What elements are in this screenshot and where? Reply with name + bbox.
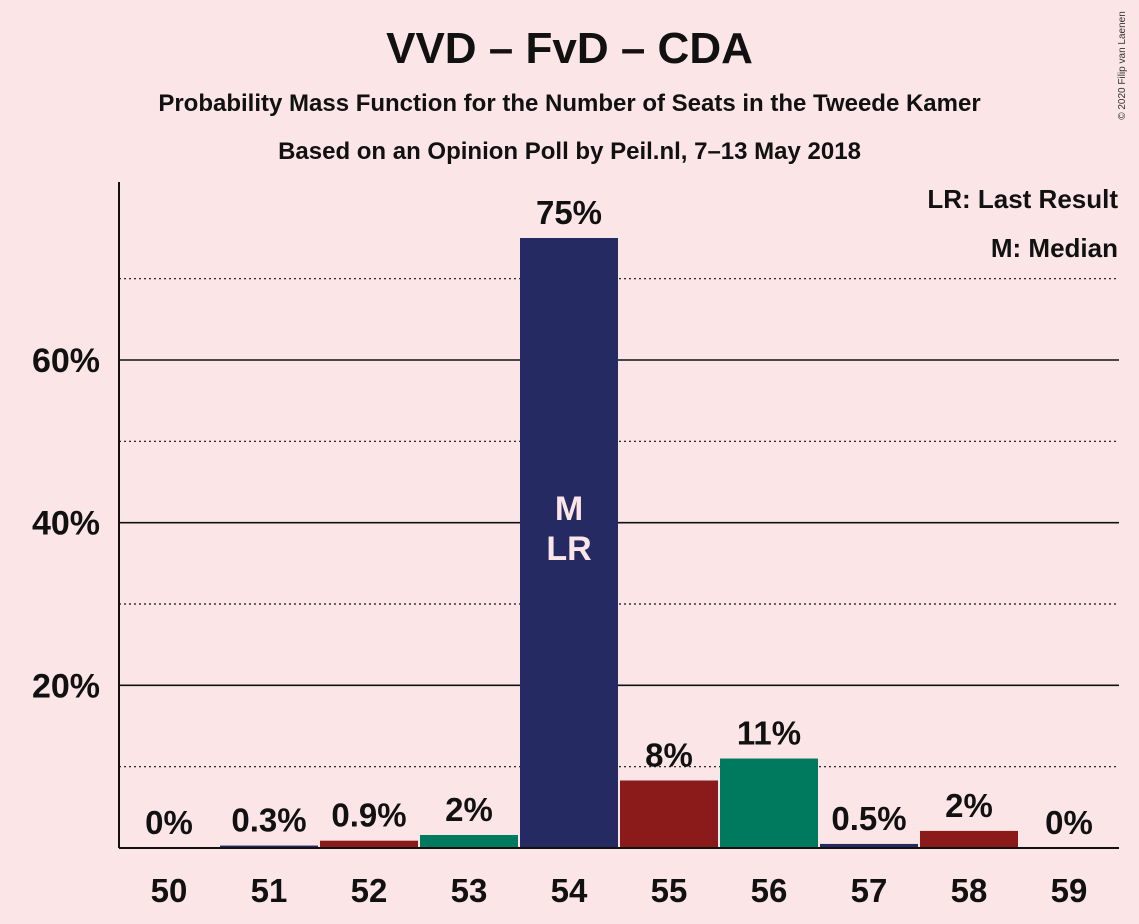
bar-value-label: 75% — [536, 194, 602, 231]
bar — [520, 238, 618, 848]
bar-value-label: 0.5% — [831, 800, 906, 837]
x-tick-label: 53 — [451, 872, 488, 909]
y-tick-label: 60% — [32, 342, 100, 380]
bar — [320, 840, 418, 848]
y-tick-label: 40% — [32, 505, 100, 543]
bar — [720, 758, 818, 848]
x-tick-label: 56 — [751, 872, 788, 909]
bar-value-label: 2% — [945, 787, 993, 824]
x-tick-label: 59 — [1051, 872, 1088, 909]
bar-value-label: 0.9% — [331, 797, 406, 834]
bar-value-label: 0.3% — [231, 802, 306, 839]
median-marker: M — [555, 490, 583, 528]
bar-value-label: 8% — [645, 736, 693, 773]
y-tick-label: 20% — [32, 667, 100, 705]
bar — [620, 780, 718, 848]
x-tick-label: 57 — [851, 872, 888, 909]
bar-value-label: 2% — [445, 791, 493, 828]
bar-value-label: 11% — [737, 715, 801, 752]
bar — [420, 834, 518, 848]
bar — [920, 830, 1018, 848]
x-tick-label: 55 — [651, 872, 688, 909]
chart-source-subtitle: Based on an Opinion Poll by Peil.nl, 7–1… — [278, 138, 861, 165]
x-tick-label: 52 — [351, 872, 388, 909]
x-tick-label: 54 — [551, 872, 588, 909]
bar — [220, 845, 318, 848]
bar-value-label: 0% — [1045, 804, 1093, 841]
bar — [820, 843, 918, 848]
last-result-marker: LR — [546, 530, 591, 568]
bar-value-label: 0% — [145, 804, 193, 841]
x-tick-label: 51 — [251, 872, 288, 909]
legend-median: M: Median — [990, 233, 1118, 263]
x-tick-label: 58 — [951, 872, 988, 909]
chart-subtitle: Probability Mass Function for the Number… — [158, 90, 981, 117]
chart-title: VVD – FvD – CDA — [386, 24, 753, 73]
legend-last-result: LR: Last Result — [927, 184, 1118, 214]
x-tick-label: 50 — [151, 872, 188, 909]
